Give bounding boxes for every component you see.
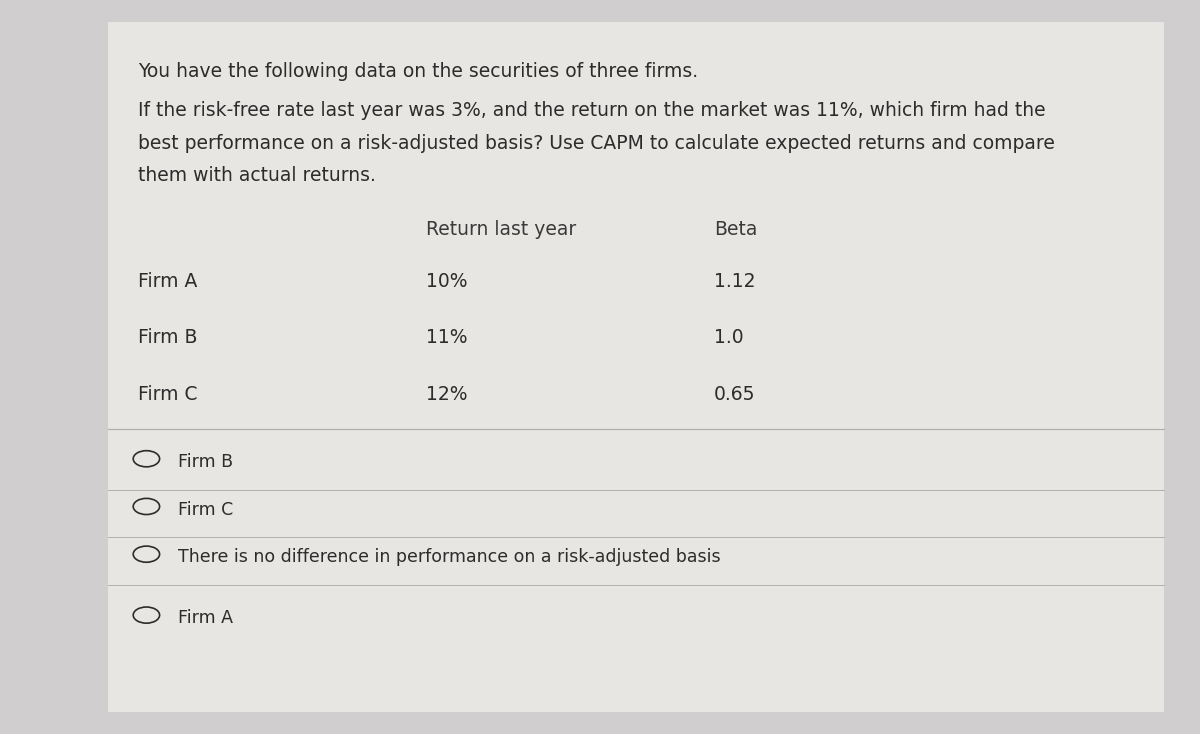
Text: them with actual returns.: them with actual returns. [138, 166, 376, 185]
Text: best performance on a risk-adjusted basis? Use CAPM to calculate expected return: best performance on a risk-adjusted basi… [138, 134, 1055, 153]
Text: Firm B: Firm B [178, 453, 233, 471]
Text: Beta: Beta [714, 220, 757, 239]
Text: Firm A: Firm A [178, 609, 233, 628]
Text: There is no difference in performance on a risk-adjusted basis: There is no difference in performance on… [178, 548, 720, 567]
Text: Return last year: Return last year [426, 220, 576, 239]
FancyBboxPatch shape [108, 22, 1164, 712]
Text: 10%: 10% [426, 272, 468, 291]
Text: If the risk-free rate last year was 3%, and the return on the market was 11%, wh: If the risk-free rate last year was 3%, … [138, 101, 1045, 120]
Text: Firm B: Firm B [138, 328, 198, 347]
Text: 11%: 11% [426, 328, 468, 347]
Text: Firm C: Firm C [178, 501, 233, 519]
Text: 0.65: 0.65 [714, 385, 756, 404]
Text: 12%: 12% [426, 385, 468, 404]
Text: Firm C: Firm C [138, 385, 198, 404]
Text: 1.0: 1.0 [714, 328, 744, 347]
Text: Firm A: Firm A [138, 272, 197, 291]
Text: You have the following data on the securities of three firms.: You have the following data on the secur… [138, 62, 698, 81]
Text: 1.12: 1.12 [714, 272, 756, 291]
